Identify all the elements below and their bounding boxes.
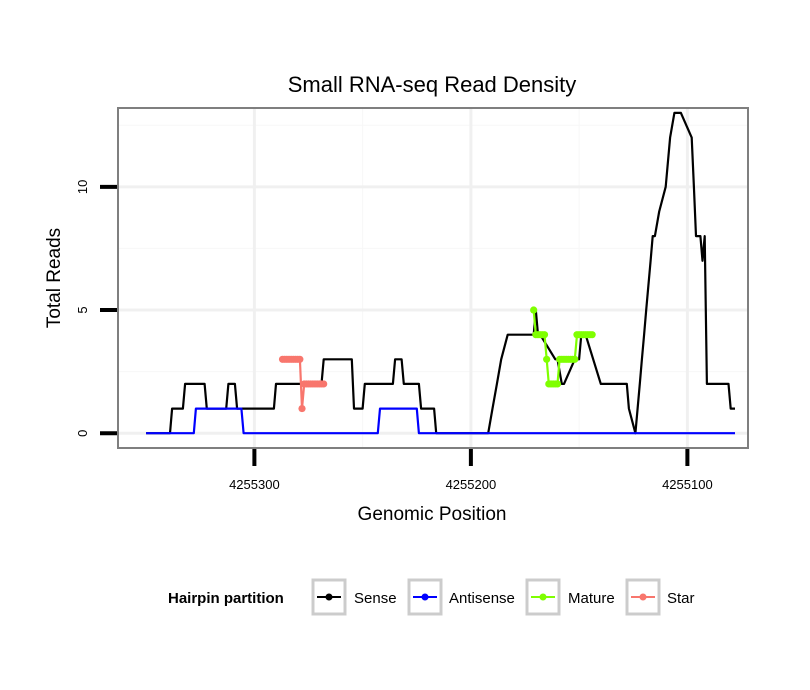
data-point-mature (553, 380, 562, 388)
y-axis: 0 5 10 (75, 180, 117, 437)
legend-title: Hairpin partition (168, 590, 284, 607)
legend-item-star: Star (625, 578, 695, 616)
data-point-star (298, 404, 306, 413)
legend: Hairpin partition Sense Antisense Mature… (168, 578, 695, 616)
series-layer (146, 111, 735, 435)
plot-border (117, 107, 749, 449)
data-point-mature (540, 331, 549, 339)
legend-label-star: Star (667, 590, 695, 607)
x-tick-label: 4255100 (662, 477, 713, 492)
data-point-star (296, 355, 304, 363)
data-point-mature (571, 355, 579, 363)
legend-item-sense: Sense (311, 578, 397, 616)
legend-point-star (639, 593, 647, 601)
series-star (278, 355, 328, 413)
legend-point-antisense (421, 593, 429, 601)
legend-label-mature: Mature (568, 590, 615, 607)
data-point-mature (588, 331, 596, 339)
legend-point-mature (539, 593, 547, 601)
y-tick-label: 0 (75, 430, 90, 437)
data-point-mature (543, 355, 551, 363)
y-tick-label: 10 (75, 180, 90, 194)
legend-item-mature: Mature (525, 578, 615, 616)
series-line-antisense (146, 407, 735, 435)
chart-title: Small RNA-seq Read Density (288, 72, 577, 97)
x-tick-label: 4255300 (229, 477, 280, 492)
legend-label-sense: Sense (354, 590, 397, 607)
x-axis: 4255300 4255200 4255100 (229, 449, 713, 492)
x-tick-label: 4255200 (446, 477, 497, 492)
y-tick-label: 5 (75, 306, 90, 313)
legend-label-antisense: Antisense (449, 590, 515, 607)
plot-panel (118, 108, 748, 448)
series-antisense (146, 407, 735, 435)
legend-item-antisense: Antisense (407, 578, 515, 616)
x-axis-title: Genomic Position (358, 504, 507, 525)
data-point-star (320, 380, 328, 388)
data-point-mature (530, 306, 538, 314)
series-mature (530, 306, 596, 388)
legend-point-sense (325, 593, 333, 601)
y-axis-title: Total Reads (44, 228, 65, 328)
